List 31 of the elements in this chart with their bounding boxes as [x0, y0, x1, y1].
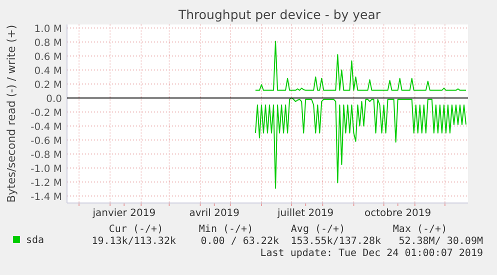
x-tick-label: janvier 2019 [92, 208, 156, 219]
line-series [254, 40, 466, 91]
y-tick-label: -1.2 M [30, 178, 62, 189]
text: Last update: Tue Dec 24 01:00:07 2019 [260, 248, 483, 259]
text: Avg (-/+) [290, 224, 346, 235]
y-tick-label: 0.0 [46, 94, 62, 105]
text: 19.13k/113.32k [92, 236, 176, 247]
text: 52.38M/ 30.09M [398, 236, 483, 247]
x-tick-label: juillet 2019 [276, 208, 334, 219]
text: Min (-/+) [198, 224, 254, 235]
y-tick-label: -1.4 M [30, 192, 62, 203]
y-axis-title: Bytes/second read (-) / write (+) [5, 24, 18, 203]
y-tick-label: -0.2 M [30, 108, 62, 119]
y-tick-label: -0.8 M [30, 150, 62, 161]
y-tick-label: 0.2 M [34, 80, 62, 91]
y-tick-label: 1.0 M [34, 24, 62, 35]
legend-label: sda [26, 235, 44, 246]
y-tick-label: -0.4 M [30, 122, 62, 133]
y-tick-label: 0.4 M [34, 66, 62, 77]
y-tick-label: -0.6 M [30, 136, 62, 147]
chart-title: Throughput per device - by year [177, 7, 382, 22]
x-tick-label: octobre 2019 [364, 208, 432, 219]
text: 0.00 / 63.22k [200, 236, 279, 247]
text: 153.55k/137.28k [290, 236, 381, 247]
text: Max (-/+) [392, 224, 448, 235]
y-tick-label: -1.0 M [30, 164, 62, 175]
line-series [254, 98, 466, 189]
text: Cur (-/+) [108, 224, 164, 235]
x-tick-label: avril 2019 [189, 208, 240, 219]
y-tick-label: 0.8 M [34, 38, 62, 49]
y-tick-label: 0.6 M [34, 52, 62, 63]
